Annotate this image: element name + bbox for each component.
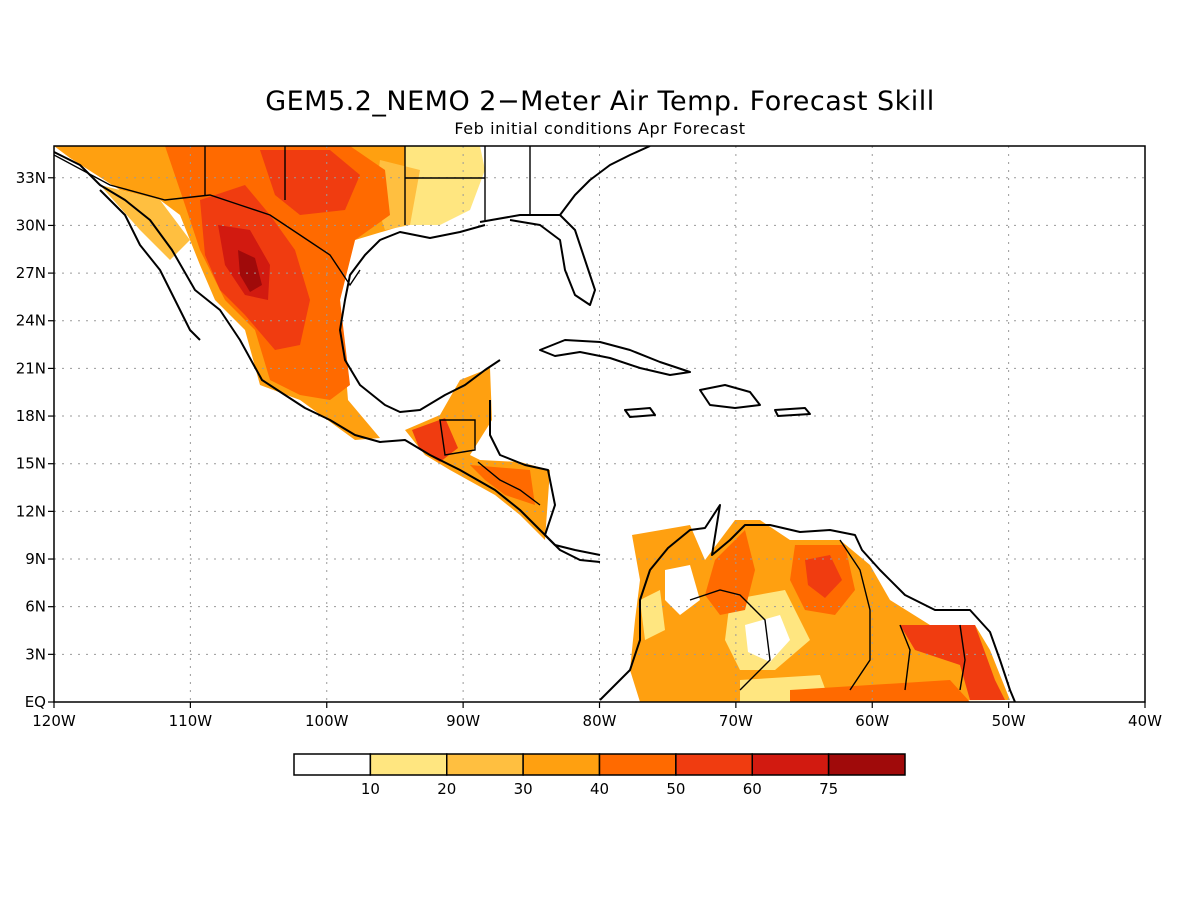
- coastline-puerto-rico: [774, 407, 811, 417]
- coastline-us-atlantic: [559, 146, 651, 216]
- border-colombia-venezuela: [689, 589, 771, 691]
- colorbar-label: 20: [437, 780, 456, 798]
- lon-tick-label: 40W: [1128, 712, 1162, 730]
- lon-tick-label: 120W: [32, 712, 76, 730]
- lat-tick-label: 33N: [16, 169, 46, 187]
- colorbar-swatch: [675, 753, 753, 776]
- border-us-states: [204, 146, 531, 225]
- coastlines: [54, 146, 1016, 702]
- lon-tick-label: 80W: [583, 712, 617, 730]
- lat-tick-label: 24N: [16, 312, 46, 330]
- lon-tick-label: 70W: [719, 712, 753, 730]
- lat-tick-label: EQ: [25, 693, 46, 711]
- lat-tick-label: 6N: [25, 598, 46, 616]
- coastline-cuba: [539, 339, 691, 376]
- coastline-jamaica: [624, 407, 656, 418]
- lat-tick-label: 3N: [25, 645, 46, 663]
- lat-tick-label: 18N: [16, 407, 46, 425]
- border-central-america: [477, 461, 541, 506]
- skill-region-20-30-west: [100, 185, 190, 260]
- colorbar-label: 10: [361, 780, 380, 798]
- coastline-baja: [99, 189, 201, 341]
- colorbar: 10 20 30 40 50 60 75: [293, 753, 906, 798]
- coastline-hispaniola: [699, 384, 761, 409]
- lon-tick-label: 110W: [169, 712, 213, 730]
- colorbar-swatch: [369, 753, 448, 776]
- skill-region-south-america-60-east: [900, 625, 1005, 700]
- colorbar-label: 75: [819, 780, 838, 798]
- lat-tick-label: 9N: [25, 550, 46, 568]
- coastline-mexico-pacific: [54, 151, 601, 556]
- colorbar-label: 60: [743, 780, 762, 798]
- colorbar-swatch: [522, 753, 601, 776]
- border-us-mexico: [54, 154, 361, 287]
- lat-tick-label: 30N: [16, 216, 46, 234]
- coastline-south-america: [599, 504, 1016, 702]
- colorbar-swatch: [598, 753, 677, 776]
- coastline-gulf-mexico: [339, 224, 501, 413]
- colorbar-swatch: [827, 753, 906, 776]
- lon-tick-label: 100W: [305, 712, 349, 730]
- lon-tick-label: 50W: [992, 712, 1026, 730]
- colorbar-swatch: [751, 753, 830, 776]
- coastline-florida: [479, 214, 596, 306]
- skill-region-central-america-50: [470, 465, 535, 505]
- lat-tick-label: 15N: [16, 455, 46, 473]
- skill-shading: [54, 146, 1010, 702]
- latitude-labels: 33N 30N 27N 24N 21N 18N 15N 12N 9N 6N 3N EQ: [16, 169, 54, 711]
- lat-tick-label: 12N: [16, 502, 46, 520]
- political-borders: [54, 146, 966, 691]
- colorbar-label: 30: [514, 780, 533, 798]
- longitude-labels: 120W 110W 100W 90W 80W 70W 60W 50W 40W: [32, 702, 1162, 730]
- skill-region-south-america-20-white-west: [640, 590, 665, 640]
- lat-tick-label: 21N: [16, 359, 46, 377]
- colorbar-swatch: [446, 753, 524, 776]
- skill-region-south-america-50-south: [790, 680, 970, 702]
- skill-region-10-20-texas: [405, 146, 485, 225]
- lon-tick-label: 90W: [446, 712, 480, 730]
- map-gridlines: [54, 146, 1145, 702]
- skill-region-south-america-10-white-1: [665, 565, 700, 615]
- skill-region-south-america-50-2: [705, 530, 755, 615]
- colorbar-swatch: [293, 753, 372, 776]
- map-title: GEM5.2_NEMO 2−Meter Air Temp. Forecast S…: [265, 86, 935, 117]
- lon-tick-label: 60W: [855, 712, 889, 730]
- border-guyana-suriname: [899, 624, 966, 691]
- map-subtitle: Feb initial conditions Apr Forecast: [454, 119, 746, 138]
- colorbar-label: 50: [666, 780, 685, 798]
- border-venezuela-guyana: [839, 539, 871, 691]
- skill-region-75-peak: [238, 250, 262, 292]
- coastline-caribbean-central-america: [489, 400, 601, 563]
- colorbar-label: 40: [590, 780, 609, 798]
- border-guatemala: [439, 419, 476, 456]
- lat-tick-label: 27N: [16, 264, 46, 282]
- skill-region-south-america-60: [805, 555, 842, 598]
